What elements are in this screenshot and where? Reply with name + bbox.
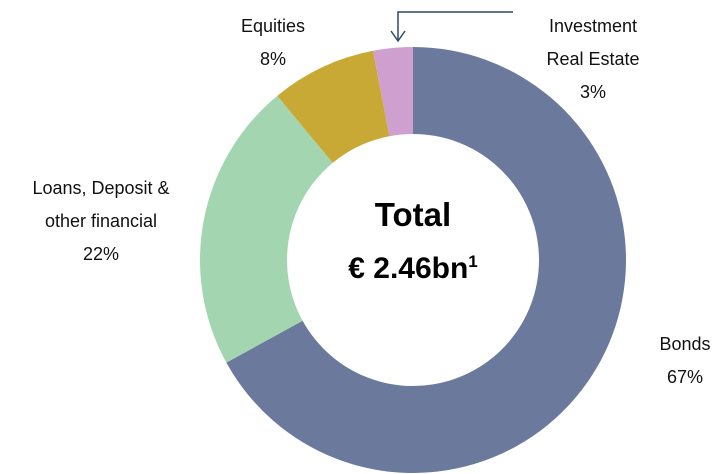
category-name: Equities: [240, 16, 306, 36]
value-label: 8%: [259, 49, 286, 69]
slice-label: Bonds 67%: [635, 328, 723, 394]
slice-label: Investment Real Estate 3%: [533, 10, 653, 109]
value-label: 22%: [82, 244, 120, 264]
value-label: 67%: [666, 367, 704, 387]
category-name: Investment Real Estate: [546, 16, 640, 69]
slice: [226, 47, 626, 473]
slice: [373, 47, 413, 137]
total-label: € 2.46bn: [348, 252, 469, 285]
value-label: 3%: [579, 82, 606, 102]
pointer-arrowhead: [390, 30, 406, 43]
center-title: Total: [374, 196, 452, 233]
slice-label: Loans, Deposit & other financial 22%: [14, 172, 189, 271]
total-note: 1: [468, 252, 478, 271]
category-name: Bonds: [659, 334, 711, 354]
slice: [200, 95, 333, 363]
pointer-line: [397, 11, 513, 40]
center-total: € 2.46bn1: [313, 252, 513, 286]
slice-label: Equities 8%: [223, 10, 323, 76]
category-name: Loans, Deposit & other financial: [32, 178, 170, 231]
slices: [200, 47, 626, 473]
slice: [277, 50, 390, 163]
